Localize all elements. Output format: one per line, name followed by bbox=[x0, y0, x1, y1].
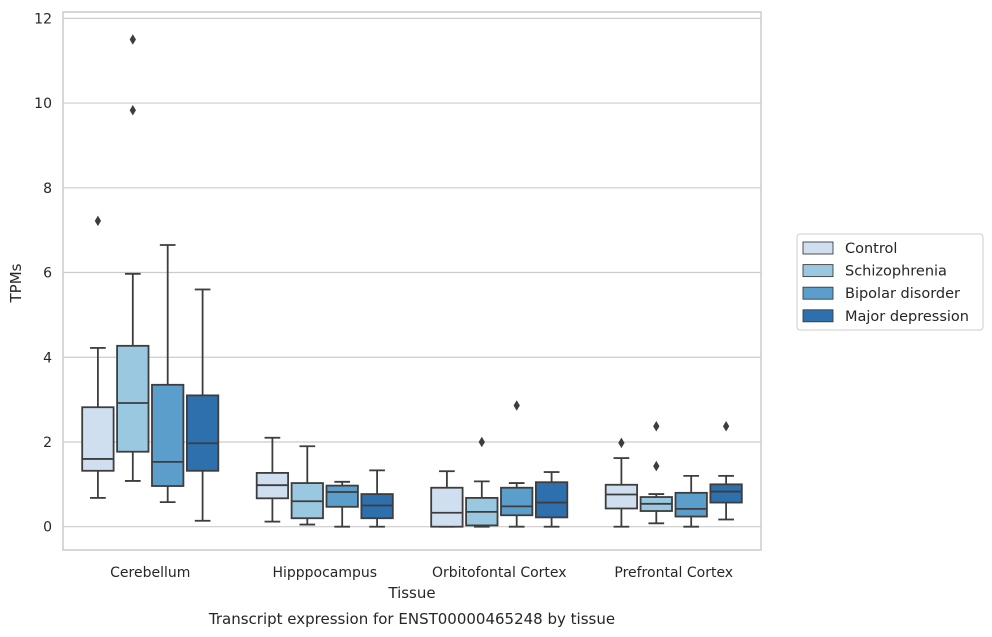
outlier-point bbox=[129, 34, 136, 45]
box-iqr bbox=[709, 483, 743, 504]
x-tick-labels: Cerebellum Hipppocampus Orbitofontal Corte… bbox=[110, 565, 733, 581]
box-iqr bbox=[81, 406, 115, 472]
legend-label: Major depression bbox=[845, 309, 969, 325]
legend-label: Schizophrenia bbox=[845, 264, 947, 280]
box-iqr bbox=[325, 484, 359, 508]
outlier-point bbox=[94, 215, 102, 227]
box-iqr bbox=[151, 383, 185, 487]
outlier-point bbox=[653, 421, 660, 432]
y-tick-label: 6 bbox=[43, 266, 52, 282]
box-control-3 bbox=[604, 437, 639, 528]
x-tick-label: Cerebellum bbox=[110, 565, 190, 581]
box-schizophrenia-2 bbox=[465, 436, 499, 528]
box-schizophrenia-1 bbox=[290, 445, 324, 526]
outlier-point bbox=[618, 437, 625, 449]
plot-marks bbox=[81, 34, 743, 528]
box-iqr bbox=[185, 394, 220, 472]
legend-swatch bbox=[802, 264, 834, 278]
chart-caption: Transcript expression for ENST0000046524… bbox=[208, 610, 615, 628]
box-iqr bbox=[430, 486, 464, 528]
outlier-point bbox=[722, 421, 730, 432]
legend-swatch bbox=[802, 309, 834, 323]
box-schizophrenia-3 bbox=[639, 421, 673, 525]
y-tick-labels: 0 2 4 6 8 10 12 bbox=[34, 11, 52, 535]
box-major-depression-1 bbox=[360, 469, 394, 528]
y-axis-label: TPMs bbox=[7, 263, 25, 303]
outlier-point bbox=[129, 105, 136, 116]
outlier-point bbox=[653, 460, 660, 472]
box-control-1 bbox=[255, 436, 290, 523]
legend-swatch bbox=[802, 241, 834, 255]
y-tick-label: 0 bbox=[43, 520, 52, 536]
box-iqr bbox=[604, 483, 639, 510]
legend-label: Bipolar disorder bbox=[845, 286, 960, 302]
x-tick-label: Orbitofontal Cortex bbox=[432, 565, 567, 581]
box-bipolar-disorder-0 bbox=[151, 244, 185, 504]
legend-swatch bbox=[802, 286, 834, 300]
y-tick-label: 10 bbox=[34, 96, 52, 112]
outlier-point bbox=[478, 436, 485, 448]
box-control-2 bbox=[430, 470, 464, 528]
y-tick-label: 4 bbox=[43, 350, 52, 366]
box-iqr bbox=[116, 344, 150, 453]
outlier-point bbox=[513, 400, 520, 411]
y-tick-label: 2 bbox=[43, 435, 52, 451]
legend-label: Control bbox=[845, 241, 897, 257]
y-tick-label: 12 bbox=[34, 11, 52, 27]
box-iqr bbox=[534, 481, 569, 519]
box-major-depression-0 bbox=[185, 288, 220, 522]
box-bipolar-disorder-2 bbox=[500, 400, 534, 528]
box-control-0 bbox=[81, 215, 115, 499]
box-bipolar-disorder-3 bbox=[674, 474, 708, 528]
box-bipolar-disorder-1 bbox=[325, 480, 359, 528]
x-tick-label: Prefrontal Cortex bbox=[614, 565, 733, 581]
legend-frame bbox=[796, 233, 984, 331]
box-major-depression-2 bbox=[534, 471, 569, 528]
box-major-depression-3 bbox=[709, 421, 743, 521]
x-axis-label: Tissue bbox=[387, 584, 435, 602]
box-iqr bbox=[674, 491, 708, 518]
plot-frame bbox=[62, 11, 762, 551]
box-iqr bbox=[500, 486, 534, 517]
x-tick-label: Hipppocampus bbox=[272, 565, 377, 581]
legend: Control Schizophrenia Bipolar disorder Majo… bbox=[796, 233, 984, 331]
y-tick-label: 8 bbox=[43, 181, 52, 197]
box-schizophrenia-0 bbox=[116, 34, 150, 482]
